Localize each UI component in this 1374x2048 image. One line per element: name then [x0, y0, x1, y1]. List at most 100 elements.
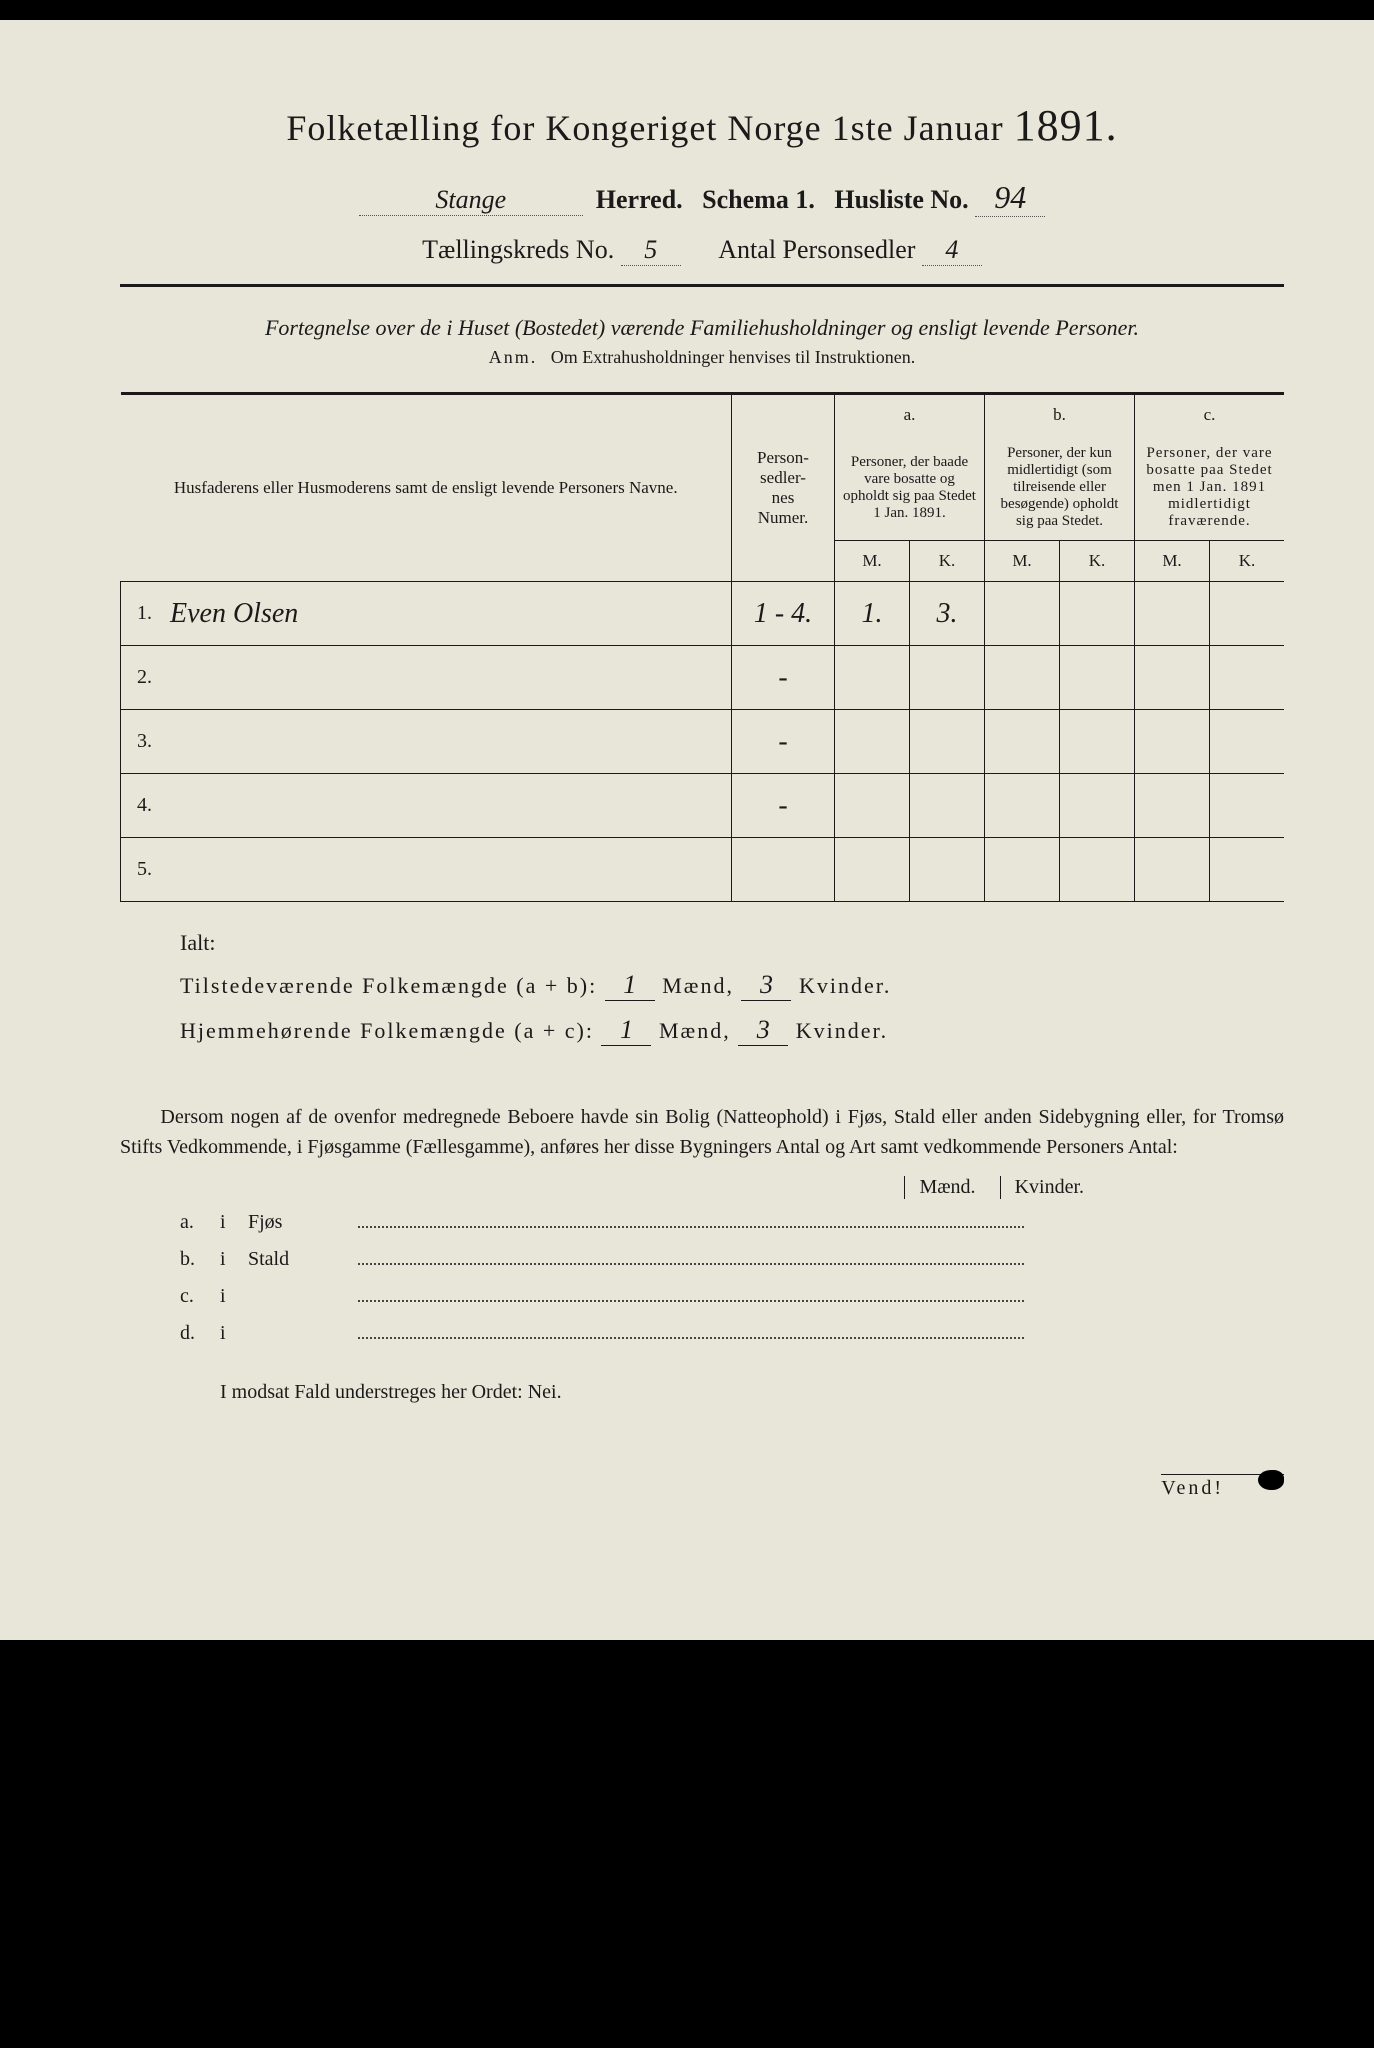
inkblot-icon [1258, 1470, 1284, 1490]
b-K: K. [1060, 541, 1135, 582]
col-c-label: c. [1135, 394, 1285, 436]
row-num: 4. [121, 774, 159, 838]
sub-i-a: i [220, 1211, 248, 1234]
col-name-text: Husfaderens eller Husmoderens samt de en… [174, 478, 678, 497]
husliste-label: Husliste No. [834, 185, 968, 214]
row-aK [910, 646, 985, 710]
row-name [158, 710, 732, 774]
tot2-left: Hjemmehørende Folkemængde (a + c): [180, 1018, 594, 1043]
totals-line-1: Tilstedeværende Folkemængde (a + b): 1 M… [180, 970, 1284, 1001]
herred-name: Stange [359, 185, 583, 216]
dots [358, 1263, 1024, 1265]
totals-line-2: Hjemmehørende Folkemængde (a + c): 1 Mæn… [180, 1015, 1284, 1046]
row-bM [985, 582, 1060, 646]
sub-d: d. [180, 1322, 220, 1345]
tot1-left: Tilstedeværende Folkemængde (a + b): [180, 973, 597, 998]
numer-l2: sedler- [760, 468, 806, 487]
tot2-right: Kvinder. [796, 1018, 888, 1043]
row-num: 1. [121, 582, 159, 646]
row-name [158, 774, 732, 838]
sub-i-b: i [220, 1248, 248, 1271]
tot2-k: 3 [738, 1015, 788, 1046]
kreds-no: 5 [621, 235, 681, 266]
row-name [158, 646, 732, 710]
title-text: Folketælling for Kongeriget Norge 1ste J… [286, 108, 1003, 148]
table-row: 5. [121, 838, 1285, 902]
table-row: 2. - [121, 646, 1285, 710]
row-aK: 3. [910, 582, 985, 646]
sub-row-d: d. i [180, 1322, 1284, 1345]
row-cK [1210, 710, 1285, 774]
col-c-text: Personer, der vare bosatte paa Stedet me… [1135, 435, 1285, 541]
row-bM [985, 774, 1060, 838]
row-bK [1060, 582, 1135, 646]
row-bM [985, 838, 1060, 902]
table-row: 4.- [121, 774, 1285, 838]
paragraph-text: Dersom nogen af de ovenfor medregnede Be… [120, 1106, 1284, 1158]
row-aK [910, 774, 985, 838]
numer-l4: Numer. [758, 508, 809, 527]
row-aM [835, 774, 910, 838]
tot1-k: 3 [741, 970, 791, 1001]
row-cK [1210, 774, 1285, 838]
kreds-label: Tællingskreds No. [422, 235, 614, 264]
row-cK [1210, 838, 1285, 902]
mk-m: Mænd. [904, 1176, 975, 1199]
table-row: 1.Even Olsen1 - 4.1.3. [121, 582, 1285, 646]
sub-row-c: c. i [180, 1285, 1284, 1308]
row-bK [1060, 710, 1135, 774]
sub-c: c. [180, 1285, 220, 1308]
row-cM [1135, 838, 1210, 902]
header-row-3: Tællingskreds No. 5 Antal Personsedler 4 [120, 235, 1284, 266]
dots [358, 1226, 1024, 1228]
sub-i-c: i [220, 1285, 248, 1308]
tot1-right: Kvinder. [799, 973, 891, 998]
row-aM [835, 646, 910, 710]
col-a-label: a. [835, 394, 985, 436]
anm-text: Om Extrahusholdninger henvises til Instr… [551, 347, 915, 367]
table-row: 3. - [121, 710, 1285, 774]
c-M: M. [1135, 541, 1210, 582]
col-a-text: Personer, der baade vare bosatte og opho… [835, 435, 985, 541]
row-numer: - [732, 646, 835, 710]
row-cM [1135, 774, 1210, 838]
title-year: 1891. [1014, 101, 1118, 150]
sub-row-a: a. i Fjøs [180, 1211, 1284, 1234]
row-name: Even Olsen [158, 582, 732, 646]
row-bK [1060, 774, 1135, 838]
row-num: 3. [121, 710, 159, 774]
row-cM [1135, 646, 1210, 710]
subtitle: Fortegnelse over de i Huset (Bostedet) v… [120, 315, 1284, 341]
sub-list: a. i Fjøs b. i Stald c. i d. i [180, 1211, 1284, 1345]
col-name-header: Husfaderens eller Husmoderens samt de en… [121, 394, 732, 582]
row-numer: 1 - 4. [732, 582, 835, 646]
row-num: 2. [121, 646, 159, 710]
col-b-label: b. [985, 394, 1135, 436]
sub-fjos: Fjøs [248, 1211, 358, 1234]
dots [358, 1337, 1024, 1339]
personsedler-no: 4 [922, 235, 982, 266]
anm-line: Anm. Om Extrahusholdninger henvises til … [120, 347, 1284, 368]
paragraph: Dersom nogen af de ovenfor medregnede Be… [120, 1102, 1284, 1162]
tot2-m: 1 [601, 1015, 651, 1046]
sub-a: a. [180, 1211, 220, 1234]
tot1-mid: Mænd, [662, 973, 734, 998]
row-aM [835, 838, 910, 902]
a-M: M. [835, 541, 910, 582]
row-numer: - [732, 710, 835, 774]
personsedler-label: Antal Personsedler [718, 235, 915, 264]
row-num: 5. [121, 838, 159, 902]
col-numer-header: Person- sedler- nes Numer. [732, 394, 835, 582]
b-M: M. [985, 541, 1060, 582]
a-K: K. [910, 541, 985, 582]
census-table: Husfaderens eller Husmoderens samt de en… [120, 392, 1284, 902]
row-cK [1210, 646, 1285, 710]
row-cM [1135, 710, 1210, 774]
tot1-m: 1 [605, 970, 655, 1001]
herred-label: Herred. [596, 185, 683, 214]
row-cM [1135, 582, 1210, 646]
col-b-text: Personer, der kun midlertidigt (som tilr… [985, 435, 1135, 541]
c-K: K. [1210, 541, 1285, 582]
row-bK [1060, 646, 1135, 710]
header-row-2: Stange Herred. Schema 1. Husliste No. 94 [120, 179, 1284, 217]
